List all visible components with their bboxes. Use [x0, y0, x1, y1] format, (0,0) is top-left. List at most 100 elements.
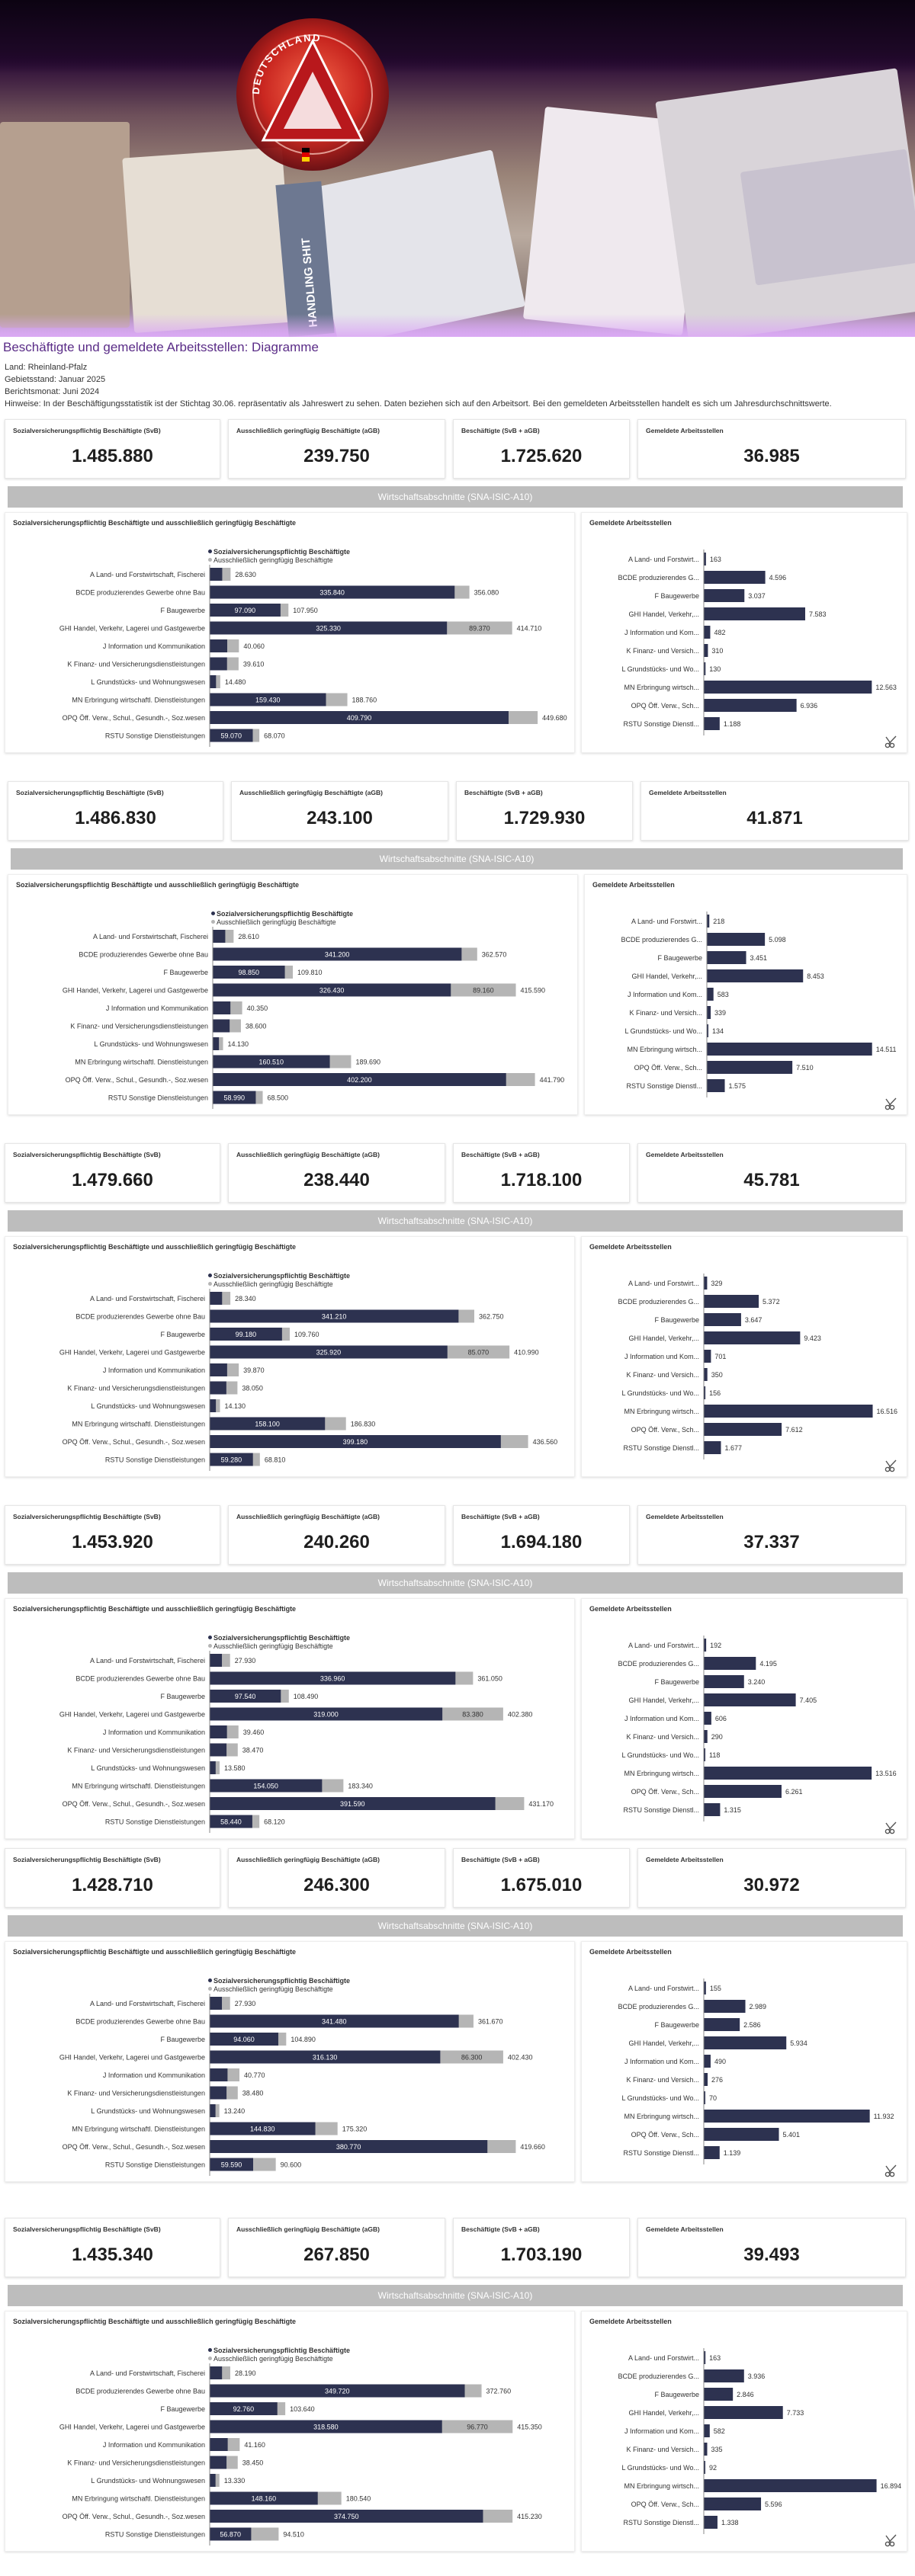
kpi-card: Ausschließlich geringfügig Beschäftigte … — [228, 1143, 445, 1203]
bar-svb-label: 325.920 — [316, 1349, 342, 1357]
bar-total-label: 361.670 — [478, 2018, 503, 2026]
bar-svb-label: 374.750 — [334, 2513, 359, 2520]
bar-total-label: 68.500 — [268, 1094, 289, 1102]
bar-svb — [213, 983, 451, 997]
bar-svb — [213, 930, 226, 943]
category-label: J Information und Kommunikation — [103, 2441, 205, 2449]
category-label: L Grundstücks- und Wohnungswesen — [91, 678, 205, 686]
kpi-card: Gemeldete Arbeitsstellen 39.493 — [637, 2218, 906, 2277]
category-label: A Land- und Forstwirt... — [628, 2354, 699, 2362]
kpi-label: Ausschließlich geringfügig Beschäftigte … — [236, 1856, 380, 1863]
category-label: L Grundstücks- und Wohnungswesen — [91, 2477, 205, 2485]
bar-vacancies-label: 134 — [712, 1027, 724, 1035]
bar-svb — [210, 1381, 226, 1395]
category-label: GHI Handel, Verkehr,... — [628, 2409, 699, 2417]
meta-line: Berichtsmonat: Juni 2024 — [5, 387, 100, 396]
bar-vacancies — [704, 681, 872, 694]
chart-title: Gemeldete Arbeitsstellen — [589, 1948, 672, 1956]
vacancies-bar-chart: A Land- und Forstwirt... 163 BCDE produzie… — [618, 2348, 901, 2534]
chart-title: Sozialversicherungspflichtig Beschäftigt… — [16, 881, 300, 889]
bar-svb — [210, 2366, 223, 2379]
category-label: K Finanz- und Versicherungsdienstleistun… — [67, 2090, 205, 2097]
bar-total-label: 68.070 — [264, 732, 285, 740]
legend-label: Ausschließlich geringfügig Beschäftigte — [214, 556, 333, 564]
kpi-value: 45.781 — [743, 1170, 800, 1190]
bar-svb — [210, 2456, 227, 2469]
bar-vacancies — [707, 1024, 709, 1037]
bar-vacancies-label: 9.423 — [804, 1334, 821, 1342]
bar-vacancies-label: 329 — [711, 1280, 722, 1287]
category-label: MN Erbringung wirtsch... — [624, 1770, 699, 1777]
bar-total-label: 419.660 — [520, 2143, 545, 2151]
scissors-icon[interactable] — [884, 2533, 898, 2547]
kpi-label: Sozialversicherungspflichtig Beschäftigt… — [13, 1856, 161, 1863]
kpi-label: Beschäftigte (SvB + aGB) — [461, 1151, 540, 1158]
legend-item: Ausschließlich geringfügig Beschäftigte — [208, 2355, 350, 2363]
bar-svb — [210, 1725, 227, 1738]
vacancies-chart-panel: Gemeldete Arbeitsstellen A Land- und Fors… — [581, 1598, 907, 1839]
scissors-icon[interactable] — [884, 1459, 898, 1472]
kpi-card: Sozialversicherungspflichtig Beschäftigt… — [5, 419, 220, 479]
bar-vacancies-label: 5.372 — [762, 1298, 780, 1306]
category-label: L Grundstücks- und Wo... — [621, 2094, 699, 2102]
chart-title: Gemeldete Arbeitsstellen — [589, 1243, 672, 1251]
bar-svb — [210, 1363, 227, 1376]
kpi-value: 243.100 — [307, 808, 373, 828]
bar-vacancies-label: 3.240 — [748, 1678, 766, 1686]
scissors-icon[interactable] — [884, 735, 898, 748]
kpi-value: 1.485.880 — [72, 446, 153, 466]
category-label: L Grundstücks- und Wohnungswesen — [91, 2107, 205, 2115]
bar-vacancies-label: 8.453 — [807, 972, 824, 980]
kpi-card: Ausschließlich geringfügig Beschäftigte … — [228, 2218, 445, 2277]
category-label: RSTU Sonstige Dienstl... — [623, 1806, 699, 1814]
bar-vacancies-label: 7.510 — [796, 1064, 814, 1072]
bar-vacancies — [704, 589, 745, 602]
kpi-label: Gemeldete Arbeitsstellen — [646, 1856, 724, 1863]
scissors-icon[interactable] — [884, 1821, 898, 1834]
legend-item: Sozialversicherungspflichtig Beschäftigt… — [208, 1634, 350, 1642]
chart-title: Sozialversicherungspflichtig Beschäftigt… — [13, 1243, 297, 1251]
legend-item: Ausschließlich geringfügig Beschäftigte — [211, 918, 353, 927]
kpi-label: Sozialversicherungspflichtig Beschäftigt… — [16, 789, 164, 796]
bar-vacancies — [704, 1785, 782, 1798]
kpi-label: Sozialversicherungspflichtig Beschäftigt… — [13, 2225, 161, 2233]
bar-vacancies — [704, 1657, 756, 1670]
category-label: J Information und Kommunikation — [103, 1366, 205, 1374]
bar-vacancies — [704, 2461, 705, 2474]
scissors-icon[interactable] — [884, 2164, 898, 2177]
bar-vacancies — [704, 1350, 711, 1363]
category-label: BCDE produzierendes G... — [618, 574, 699, 582]
bar-svb — [210, 604, 281, 617]
kpi-label: Ausschließlich geringfügig Beschäftigte … — [239, 789, 383, 796]
bar-svb-label: 399.180 — [343, 1438, 368, 1446]
category-label: K Finanz- und Versich... — [626, 647, 699, 655]
scissors-icon[interactable] — [884, 1097, 898, 1110]
kpi-label: Gemeldete Arbeitsstellen — [646, 427, 724, 434]
chart-title: Gemeldete Arbeitsstellen — [589, 519, 672, 527]
bar-total-label: 38.600 — [246, 1023, 267, 1030]
bar-svb — [210, 2438, 228, 2451]
bar-vacancies — [707, 1043, 872, 1056]
vacancies-bar-chart: A Land- und Forstwirt... 163 BCDE produzie… — [618, 549, 897, 735]
bar-vacancies — [704, 1675, 744, 1688]
employment-bar-chart: A Land- und Forstwirtschaft, Fischerei 28… — [59, 2363, 542, 2546]
kpi-label: Beschäftigte (SvB + aGB) — [461, 2225, 540, 2233]
bar-total-label: 94.510 — [283, 2531, 304, 2539]
bar-svb-label: 97.090 — [235, 607, 256, 614]
bar-vacancies — [704, 1405, 873, 1418]
category-label: K Finanz- und Versich... — [626, 2076, 699, 2084]
bar-vacancies — [707, 988, 714, 1001]
bar-vacancies-label: 4.596 — [769, 574, 787, 582]
chart-title: Gemeldete Arbeitsstellen — [589, 2318, 672, 2325]
kpi-value: 1.729.930 — [503, 808, 586, 828]
bar-svb-label: 59.070 — [220, 732, 242, 740]
bar-total-label: 402.380 — [508, 1711, 533, 1719]
bar-svb-label: 380.770 — [336, 2143, 361, 2151]
bar-svb — [210, 1453, 253, 1466]
bar-vacancies — [704, 1368, 708, 1381]
category-label: MN Erbringung wirtsch... — [624, 2113, 699, 2120]
category-label: K Finanz- und Versicherungsdienstleistun… — [67, 2459, 205, 2467]
meta-line: Gebietsstand: Januar 2025 — [5, 375, 106, 384]
bar-vacancies — [704, 1423, 782, 1436]
category-label: RSTU Sonstige Dienstleistungen — [105, 732, 205, 740]
